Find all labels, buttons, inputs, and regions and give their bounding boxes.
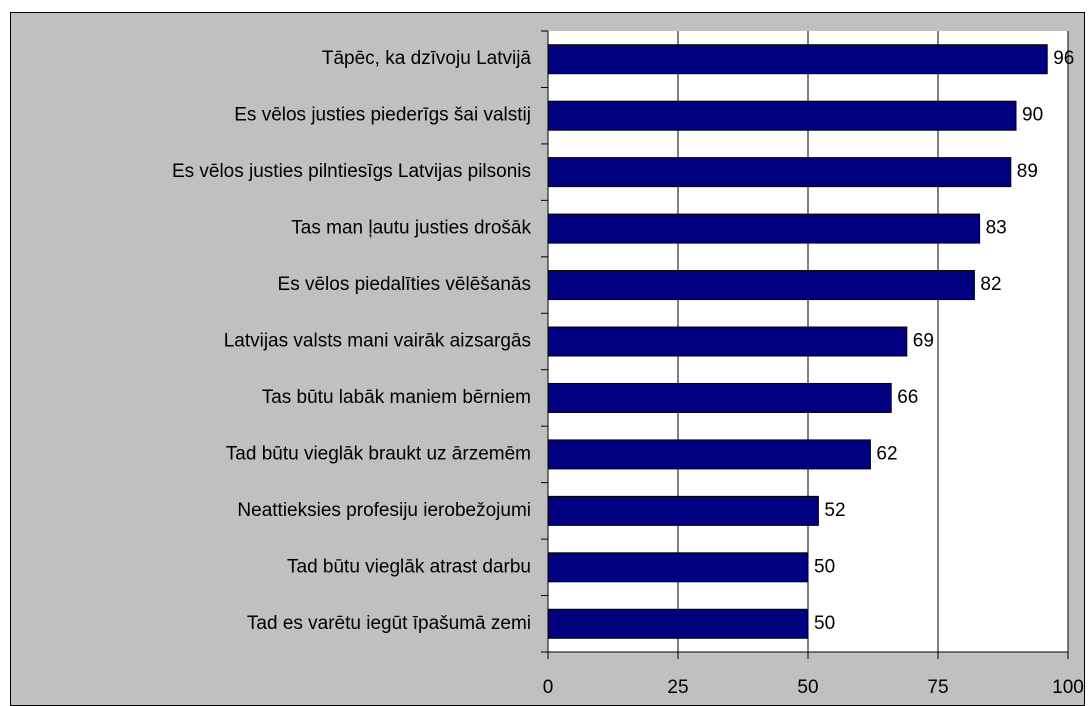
y-tick-label: Tāpēc, ka dzīvoju Latvijā [322,48,532,69]
data-label: 89 [1017,161,1038,182]
bar [547,382,892,413]
data-label: 62 [876,443,897,464]
data-label: 82 [980,274,1001,295]
data-label: 50 [814,556,835,577]
data-label: 96 [1053,48,1074,69]
bar [547,608,809,639]
bar [547,552,809,583]
y-tick-label: Tad būtu vieglāk braukt uz ārzemēm [226,443,531,464]
data-label: 50 [814,613,835,634]
x-tick-label: 75 [927,677,948,698]
x-tick-label: 25 [667,677,688,698]
y-tick-label: Tas būtu labāk maniem bērniem [262,387,531,408]
data-label: 52 [824,500,845,521]
y-tick-label: Es vēlos justies pilntiesīgs Latvijas pi… [172,161,531,182]
bar [547,213,981,244]
y-tick-label: Es vēlos piedalīties vēlēšanās [278,274,531,295]
data-label: 90 [1022,105,1043,126]
bar [547,44,1048,75]
y-tick-label: Tad būtu vieglāk atrast darbu [287,556,531,577]
y-tick-label: Es vēlos justies piederīgs šai valstij [234,105,531,126]
data-label: 83 [986,218,1007,239]
bar [547,100,1017,131]
y-tick-label: Latvijas valsts mani vairāk aizsargās [224,331,531,352]
x-tick-label: 0 [543,677,554,698]
bar [547,326,908,357]
y-tick-label: Tas man ļautu justies drošāk [291,218,531,239]
data-label: 66 [897,387,918,408]
bar [547,270,975,301]
bar [547,439,871,470]
bar [547,157,1012,188]
data-label: 69 [913,331,934,352]
y-tick-label: Tad es varētu iegūt īpašumā zemi [247,613,531,634]
x-tick-label: 100 [1052,677,1084,698]
x-tick-label: 50 [797,677,818,698]
y-tick-label: Neattieksies profesiju ierobežojumi [237,500,531,521]
bar [547,495,819,526]
